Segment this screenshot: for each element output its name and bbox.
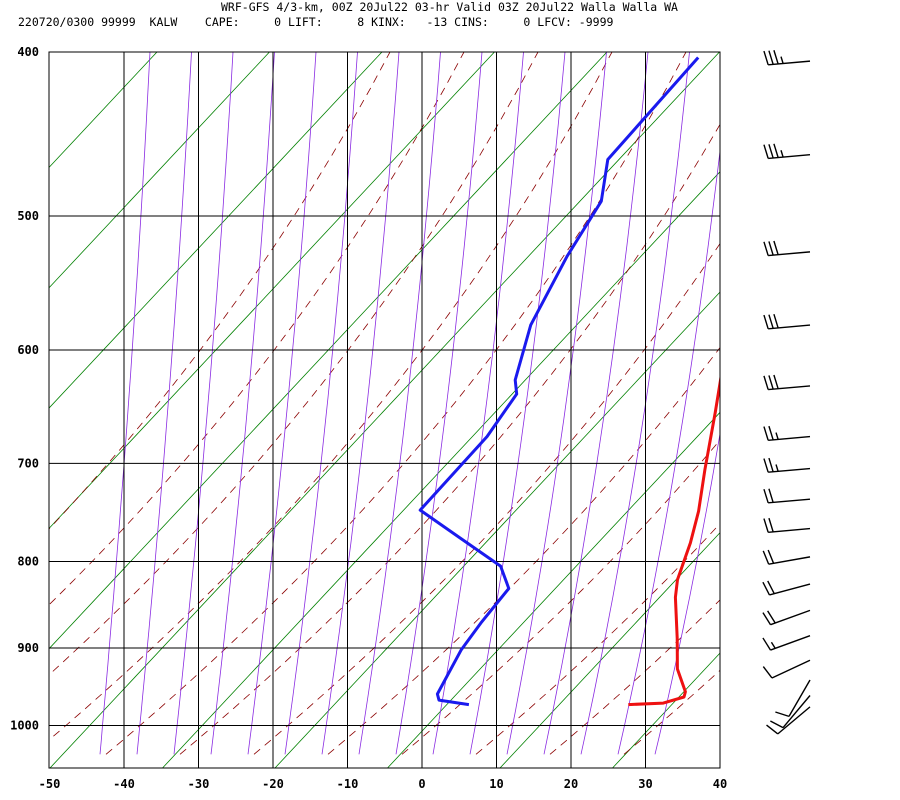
wind-barb bbox=[763, 457, 811, 473]
wind-barb bbox=[763, 143, 811, 160]
temperature-tick-label: -10 bbox=[337, 777, 359, 791]
mixing-ratio-line bbox=[838, 52, 900, 768]
dry-adiabat-line bbox=[179, 123, 720, 755]
temperature-tick-label: 0 bbox=[418, 777, 425, 791]
moist-adiabat-line bbox=[99, 52, 151, 755]
pressure-tick-label: 600 bbox=[17, 343, 39, 357]
wind-barbs bbox=[762, 50, 811, 735]
wind-barb bbox=[763, 488, 811, 504]
mixing-ratio-line bbox=[49, 52, 720, 768]
mixing-ratio-line bbox=[612, 652, 720, 768]
mixing-ratio-line bbox=[0, 52, 44, 768]
moist-adiabat-line bbox=[210, 52, 275, 755]
grid-lines bbox=[49, 51, 720, 768]
mixing-ratio-line bbox=[274, 291, 720, 768]
station-indices-line: 220720/0300 99999 KALW CAPE: 0 LIFT: 8 K… bbox=[18, 15, 614, 29]
wind-barb bbox=[770, 695, 811, 729]
dry-adiabat-line bbox=[253, 242, 720, 755]
wind-barb bbox=[762, 580, 811, 596]
wind-barb bbox=[775, 679, 811, 718]
mixing-ratio-line bbox=[49, 52, 608, 650]
temperature-tick-label: 40 bbox=[713, 777, 727, 791]
pressure-tick-label: 900 bbox=[17, 641, 39, 655]
mixing-ratio-line bbox=[49, 52, 383, 409]
dry-adiabat-line bbox=[49, 52, 465, 606]
wind-barb bbox=[763, 517, 811, 533]
moist-adiabat-line bbox=[284, 52, 358, 755]
moist-adiabat-line bbox=[580, 52, 690, 755]
pressure-tick-label: 800 bbox=[17, 554, 39, 568]
moist-adiabat-line bbox=[395, 52, 483, 755]
plot-frame bbox=[48, 51, 721, 769]
temperature-profile bbox=[628, 373, 720, 707]
moist-adiabat-line bbox=[617, 147, 720, 755]
dry-adiabat-line bbox=[401, 439, 720, 755]
dewpoint-profile bbox=[418, 56, 700, 707]
pressure-tick-label: 500 bbox=[17, 209, 39, 223]
moist-adiabat-line bbox=[358, 52, 441, 755]
tick-labels: 400 500 600 700 800 900 1000 -50 -40 -30 -20 -10 0 10… bbox=[10, 45, 727, 791]
wind-barb bbox=[763, 240, 811, 257]
temperature-tick-label: 30 bbox=[638, 777, 652, 791]
moist-adiabat-line bbox=[136, 52, 192, 755]
wind-barb bbox=[763, 374, 811, 391]
mixing-ratio-line bbox=[49, 52, 158, 169]
mixing-ratio-line bbox=[49, 52, 495, 530]
wind-barb bbox=[762, 635, 811, 651]
mixing-ratio-line bbox=[49, 52, 270, 289]
temperature-tick-label: -20 bbox=[262, 777, 284, 791]
dry-adiabat-line bbox=[49, 52, 613, 741]
moist-adiabat-line bbox=[321, 52, 400, 755]
mixing-ratio-line bbox=[725, 52, 900, 768]
temperature-tick-label: 20 bbox=[564, 777, 578, 791]
dry-adiabat-line bbox=[327, 346, 720, 755]
wind-barb bbox=[762, 549, 811, 565]
wind-barb bbox=[766, 706, 811, 735]
wind-barb bbox=[763, 314, 811, 330]
dry-adiabat-line bbox=[49, 52, 539, 676]
background-lines bbox=[0, 52, 900, 768]
moist-adiabat-line bbox=[469, 52, 566, 755]
dry-adiabat-line bbox=[49, 52, 391, 530]
pressure-tick-label: 400 bbox=[17, 45, 39, 59]
temperature-tick-label: -40 bbox=[113, 777, 135, 791]
temperature-tick-label: 10 bbox=[489, 777, 503, 791]
temperature-tick-label: -30 bbox=[188, 777, 210, 791]
dry-adiabat-line bbox=[475, 523, 720, 755]
wind-barb bbox=[762, 609, 811, 626]
moist-adiabat-line bbox=[543, 52, 649, 755]
chart-title: WRF-GFS 4/3-km, 00Z 20Jul22 03-hr Valid … bbox=[221, 0, 678, 14]
wind-barb bbox=[762, 659, 811, 679]
moist-adiabat-line bbox=[506, 52, 607, 755]
pressure-tick-label: 700 bbox=[17, 456, 39, 470]
mixing-ratio-line bbox=[162, 171, 720, 768]
mixing-ratio-line bbox=[387, 411, 720, 768]
wind-barb bbox=[763, 425, 811, 441]
pressure-tick-label: 1000 bbox=[10, 719, 39, 733]
dry-adiabat-line bbox=[623, 669, 720, 755]
moist-adiabat-line bbox=[173, 52, 234, 755]
temperature-tick-label: -50 bbox=[39, 777, 61, 791]
profiles bbox=[418, 56, 720, 707]
moist-adiabat-line bbox=[654, 431, 720, 755]
moist-adiabat-line bbox=[247, 52, 317, 755]
mixing-ratio-line bbox=[499, 532, 720, 768]
wind-barb bbox=[763, 50, 811, 66]
dry-adiabat-line bbox=[105, 52, 687, 755]
